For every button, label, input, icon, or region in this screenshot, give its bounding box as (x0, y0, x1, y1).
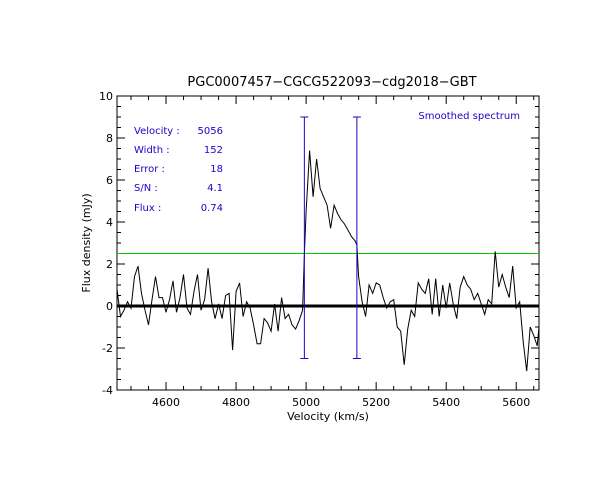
spectrum-line (116, 150, 540, 372)
info-label-error: Error : (134, 164, 165, 175)
y-axis-label: Flux density (mJy) (80, 193, 93, 292)
y-tick-label: 2 (106, 258, 113, 271)
plot-frame (116, 95, 540, 391)
info-label-flux: Flux : (134, 203, 161, 214)
y-tick-label: -2 (102, 342, 113, 355)
info-value-velocity: 5056 (198, 126, 223, 137)
y-tick-label: 4 (106, 216, 113, 229)
info-value-width: 152 (204, 145, 223, 156)
plot-layer: 4600 4800 5000 5200 5400 5600 -4 -2 0 2 4 6 8 10 (99, 90, 540, 409)
legend-label: Smoothed spectrum (418, 111, 520, 122)
y-tick-label: -4 (102, 384, 113, 397)
x-tick-label: 4800 (222, 396, 250, 409)
chart-title: PGC0007457−CGCG522093−cdg2018−GBT (187, 75, 476, 90)
info-label-velocity: Velocity : (134, 126, 180, 137)
info-block: Velocity : 5056 Width : 152 Error : 18 S… (134, 126, 223, 214)
x-tick-label: 4600 (152, 396, 180, 409)
x-tick-label: 5000 (292, 396, 320, 409)
y-tick-label: 0 (106, 300, 113, 313)
y-tick-label: 8 (106, 132, 113, 145)
info-value-flux: 0.74 (201, 203, 223, 214)
y-tick-label: 6 (106, 174, 113, 187)
y-tick-label: 10 (99, 90, 113, 103)
info-label-snr: S/N : (134, 183, 158, 194)
x-axis-label: Velocity (km/s) (287, 410, 369, 423)
x-tick-label: 5600 (502, 396, 530, 409)
info-label-width: Width : (134, 145, 170, 156)
x-tick-label: 5200 (362, 396, 390, 409)
info-value-snr: 4.1 (207, 183, 223, 194)
info-value-error: 18 (210, 164, 223, 175)
x-tick-label: 5400 (432, 396, 460, 409)
